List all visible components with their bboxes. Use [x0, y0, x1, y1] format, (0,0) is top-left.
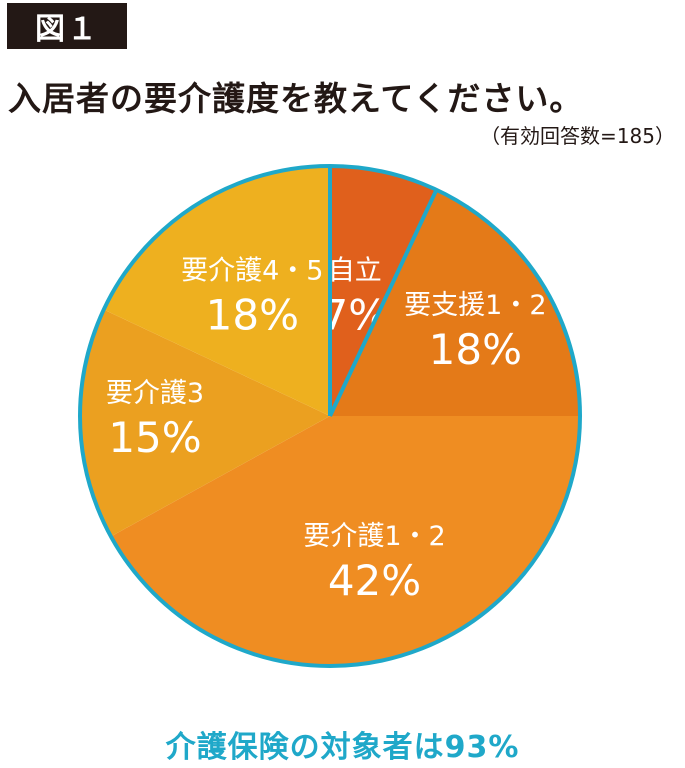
pie-slice-3 [110, 416, 580, 667]
slice-value-5: 18% [206, 291, 299, 340]
slice-label-5: 要介護4・5 [181, 256, 323, 287]
chart-title: 入居者の要介護度を教えてください。 [8, 79, 584, 118]
footer-summary: 介護保険の対象者は93% [165, 730, 520, 765]
pie-slice-2 [330, 189, 580, 416]
slice-label-1: 自立 [328, 255, 382, 286]
pie-slice-4 [80, 309, 330, 537]
pie-outline [78, 164, 582, 668]
slice-value-4: 15% [108, 413, 201, 462]
slice-label-2: 要支援1・2 [404, 290, 546, 321]
response-count-note: （有効回答数=185） [480, 124, 675, 148]
figure-label: 図１ [7, 3, 127, 49]
slice-label-3: 要介護1・2 [303, 521, 445, 552]
slice-value-2: 18% [429, 325, 522, 374]
slice-label-4: 要介護3 [106, 378, 204, 409]
pie-slice-1 [330, 166, 437, 416]
pie-slice-5 [103, 166, 330, 416]
slice-divider-2 [328, 188, 439, 417]
slice-value-3: 42% [328, 556, 421, 605]
